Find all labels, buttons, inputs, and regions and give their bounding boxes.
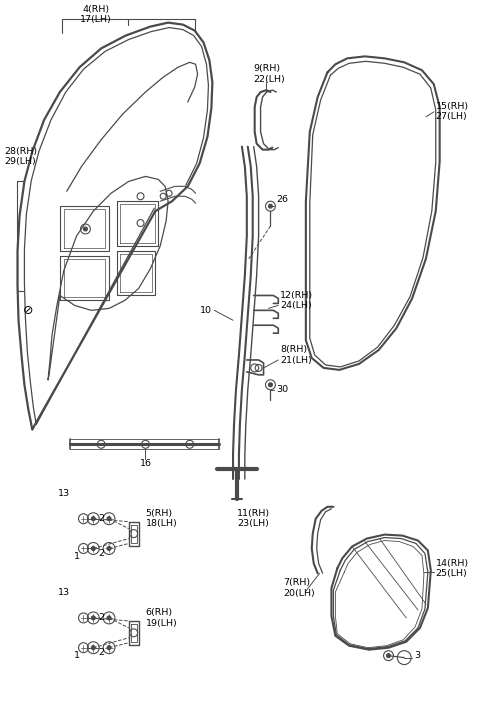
Text: 1: 1 [73,651,80,660]
Text: 6(RH)
19(LH): 6(RH) 19(LH) [145,608,177,628]
Circle shape [91,517,95,520]
Circle shape [386,653,390,658]
Text: 1: 1 [73,552,80,561]
Text: 30: 30 [276,385,288,394]
Text: 8(RH)
21(LH): 8(RH) 21(LH) [280,346,312,365]
Text: 2: 2 [98,514,104,523]
Text: 2: 2 [98,648,104,657]
Circle shape [84,227,87,231]
Circle shape [268,204,272,208]
Circle shape [107,517,111,520]
Text: 7(RH)
20(LH): 7(RH) 20(LH) [283,579,315,598]
Text: 2: 2 [98,549,104,558]
Text: 13: 13 [58,489,70,498]
Circle shape [91,547,95,550]
Circle shape [91,646,95,650]
Text: 15(RH)
27(LH): 15(RH) 27(LH) [436,102,469,122]
Text: 3: 3 [414,651,420,660]
Text: 16: 16 [140,459,152,468]
Text: 12(RH)
24(LH): 12(RH) 24(LH) [280,291,313,310]
Text: 9(RH)
22(LH): 9(RH) 22(LH) [254,64,286,84]
Text: 13: 13 [58,588,70,597]
Circle shape [107,616,111,620]
Text: ⊘: ⊘ [23,304,34,317]
Text: 14(RH)
25(LH): 14(RH) 25(LH) [436,559,469,578]
Text: 11(RH)
23(LH): 11(RH) 23(LH) [237,509,270,528]
Text: 26: 26 [276,195,288,204]
Circle shape [268,383,272,387]
Text: 10: 10 [200,306,212,315]
Text: 28(RH)
29(LH): 28(RH) 29(LH) [5,147,38,166]
Circle shape [107,547,111,550]
Text: 2: 2 [98,614,104,622]
Text: 5(RH)
18(LH): 5(RH) 18(LH) [145,509,177,528]
Circle shape [91,616,95,620]
Text: 4(RH)
17(LH): 4(RH) 17(LH) [80,5,112,24]
Circle shape [107,646,111,650]
